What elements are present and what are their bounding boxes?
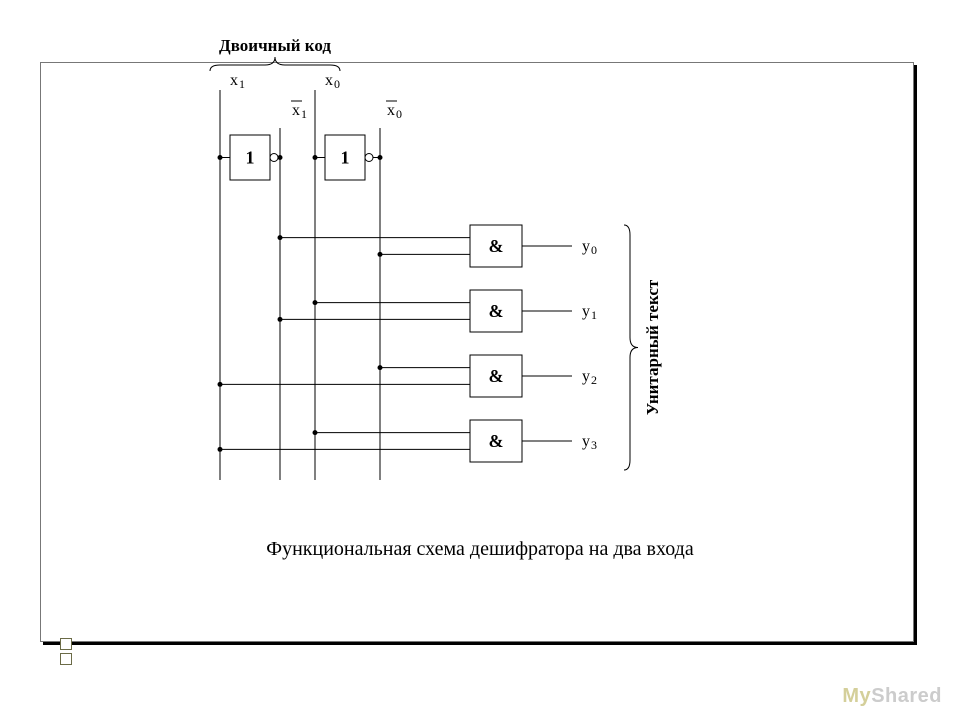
svg-text:1: 1 <box>301 107 307 121</box>
svg-text:&: & <box>489 366 504 386</box>
svg-text:2: 2 <box>591 373 597 387</box>
svg-text:y: y <box>582 238 590 255</box>
svg-text:x: x <box>387 102 395 119</box>
top-brace-label: Двоичный код <box>219 36 331 55</box>
right-brace-label: Унитарный текст <box>643 279 662 415</box>
svg-text:x: x <box>292 102 300 119</box>
svg-text:y: y <box>582 303 590 320</box>
svg-text:&: & <box>489 431 504 451</box>
svg-text:1: 1 <box>239 77 245 91</box>
svg-text:&: & <box>489 301 504 321</box>
svg-text:1: 1 <box>341 148 350 168</box>
svg-text:x: x <box>230 72 238 89</box>
caption: Функциональная схема дешифратора на два … <box>266 538 694 560</box>
svg-text:3: 3 <box>591 438 597 452</box>
svg-text:&: & <box>489 236 504 256</box>
svg-text:0: 0 <box>396 107 402 121</box>
svg-text:1: 1 <box>591 308 597 322</box>
svg-text:y: y <box>582 368 590 385</box>
decoder-schematic: 11&y0&y1&y2&y3x1x0x1x0Двоичный кодУнитар… <box>0 0 960 720</box>
svg-text:0: 0 <box>591 243 597 257</box>
svg-text:1: 1 <box>246 148 255 168</box>
right-brace <box>624 225 638 470</box>
watermark: MyShared <box>842 685 942 708</box>
top-brace <box>210 57 340 71</box>
svg-text:0: 0 <box>334 77 340 91</box>
svg-text:y: y <box>582 433 590 450</box>
svg-text:x: x <box>325 72 333 89</box>
